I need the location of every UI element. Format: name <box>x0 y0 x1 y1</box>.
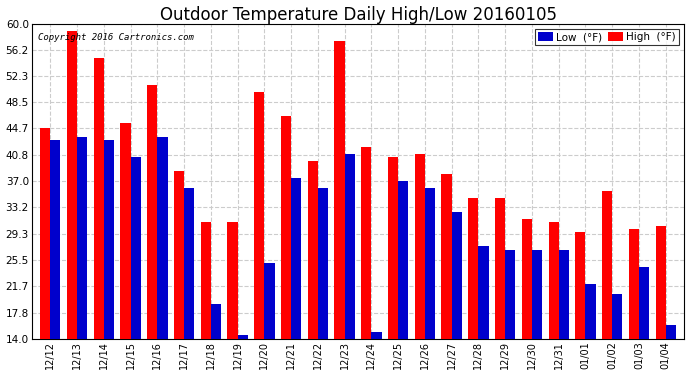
Bar <box>559 250 569 339</box>
Bar <box>281 116 291 339</box>
Bar <box>656 226 666 339</box>
Bar <box>174 171 184 339</box>
Bar <box>130 157 141 339</box>
Bar <box>157 136 168 339</box>
Bar <box>254 92 264 339</box>
Bar <box>549 222 559 339</box>
Bar <box>452 212 462 339</box>
Bar <box>77 136 87 339</box>
Bar <box>415 154 425 339</box>
Bar <box>50 140 61 339</box>
Bar <box>532 250 542 339</box>
Bar <box>335 41 344 339</box>
Bar <box>291 178 302 339</box>
Bar <box>147 86 157 339</box>
Bar <box>184 188 195 339</box>
Bar <box>602 191 612 339</box>
Bar <box>362 147 371 339</box>
Text: Copyright 2016 Cartronics.com: Copyright 2016 Cartronics.com <box>38 33 194 42</box>
Bar <box>388 157 398 339</box>
Bar <box>121 123 130 339</box>
Bar <box>237 335 248 339</box>
Bar <box>575 232 585 339</box>
Bar <box>201 222 211 339</box>
Bar <box>612 294 622 339</box>
Bar <box>469 198 478 339</box>
Bar <box>371 332 382 339</box>
Bar <box>104 140 114 339</box>
Bar <box>308 160 318 339</box>
Bar <box>318 188 328 339</box>
Bar <box>585 284 595 339</box>
Bar <box>40 128 50 339</box>
Bar <box>228 222 237 339</box>
Bar <box>264 263 275 339</box>
Bar <box>211 304 221 339</box>
Bar <box>425 188 435 339</box>
Bar <box>666 325 676 339</box>
Bar <box>505 250 515 339</box>
Bar <box>478 246 489 339</box>
Legend: Low  (°F), High  (°F): Low (°F), High (°F) <box>535 29 679 45</box>
Bar <box>442 174 452 339</box>
Bar <box>495 198 505 339</box>
Title: Outdoor Temperature Daily High/Low 20160105: Outdoor Temperature Daily High/Low 20160… <box>159 6 557 24</box>
Bar <box>639 267 649 339</box>
Bar <box>94 58 104 339</box>
Bar <box>629 229 639 339</box>
Bar <box>344 154 355 339</box>
Bar <box>522 219 532 339</box>
Bar <box>398 181 408 339</box>
Bar <box>67 31 77 339</box>
